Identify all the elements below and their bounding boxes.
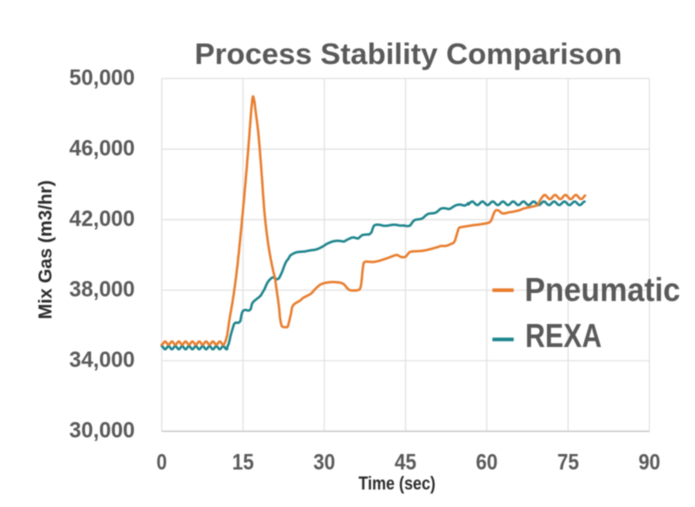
svg-text:Process Stability Comparison: Process Stability Comparison: [195, 38, 622, 71]
svg-text:90: 90: [639, 450, 661, 475]
svg-text:15: 15: [232, 450, 254, 475]
svg-text:Pneumatic: Pneumatic: [525, 272, 681, 309]
svg-text:30: 30: [313, 450, 335, 475]
svg-text:50,000: 50,000: [69, 65, 135, 90]
svg-text:0: 0: [157, 450, 167, 475]
svg-text:38,000: 38,000: [69, 277, 135, 302]
svg-text:REXA: REXA: [525, 318, 601, 355]
svg-text:30,000: 30,000: [69, 418, 135, 443]
svg-text:46,000: 46,000: [69, 135, 135, 160]
svg-text:42,000: 42,000: [69, 206, 135, 231]
svg-text:Time (sec): Time (sec): [359, 474, 436, 494]
svg-text:Mix Gas (m3/hr): Mix Gas (m3/hr): [36, 180, 56, 319]
svg-text:75: 75: [557, 450, 579, 475]
svg-text:45: 45: [395, 450, 417, 475]
svg-text:34,000: 34,000: [69, 347, 135, 372]
svg-text:60: 60: [476, 450, 498, 475]
